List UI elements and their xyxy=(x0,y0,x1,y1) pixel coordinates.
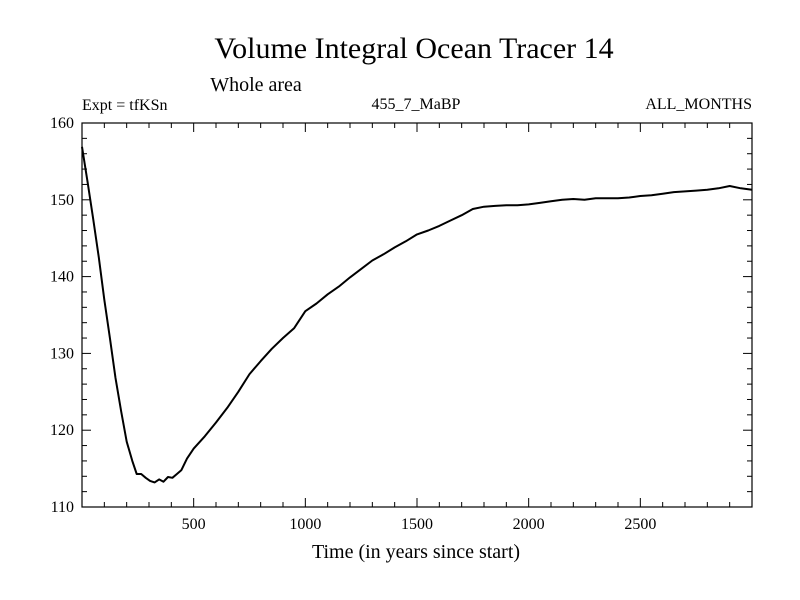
chart-subtitle: Whole area xyxy=(210,74,302,96)
x-tick-label: 2000 xyxy=(513,516,545,533)
y-tick-label: 160 xyxy=(50,115,74,132)
x-axis-label: Time (in years since start) xyxy=(312,541,520,563)
y-tick-label: 120 xyxy=(50,422,74,439)
x-tick-label: 1500 xyxy=(401,516,433,533)
y-tick-label: 140 xyxy=(50,269,74,286)
y-tick-label: 110 xyxy=(51,499,74,516)
x-tick-label: 500 xyxy=(182,516,206,533)
months-label: ALL_MONTHS xyxy=(645,96,752,113)
run-label: 455_7_MaBP xyxy=(372,96,461,113)
y-tick-label: 130 xyxy=(50,345,74,362)
x-tick-label: 1000 xyxy=(289,516,321,533)
chart-title: Volume Integral Ocean Tracer 14 xyxy=(214,32,613,65)
experiment-label: Expt = tfKSn xyxy=(82,97,167,114)
tick-labels: 500 1000 1500 2000 2500 110 120 130 140 150 160 xyxy=(50,115,656,533)
plot-frame xyxy=(81,122,753,508)
series-layer xyxy=(81,146,753,484)
series-line xyxy=(81,146,753,484)
y-tick-label: 150 xyxy=(50,192,74,209)
x-tick-label: 2500 xyxy=(624,516,656,533)
tick-marks xyxy=(82,123,752,507)
